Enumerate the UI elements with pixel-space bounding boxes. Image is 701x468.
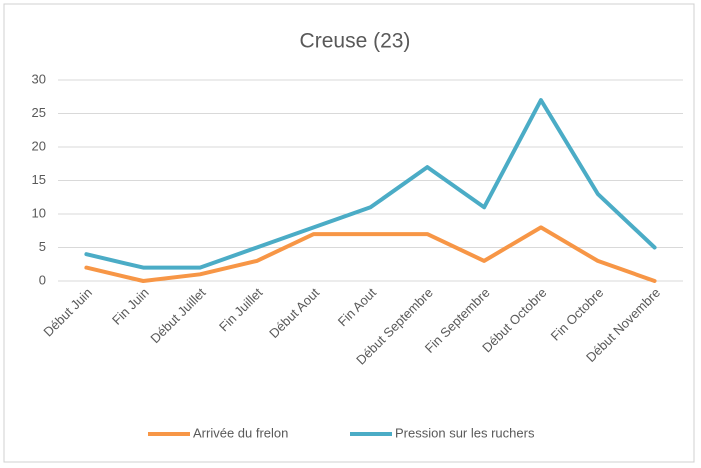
legend-label: Pression sur les ruchers xyxy=(395,425,535,440)
y-tick-label: 10 xyxy=(32,205,46,220)
series-line xyxy=(84,225,657,283)
y-tick-label: 30 xyxy=(32,71,46,86)
series-line xyxy=(84,98,657,270)
y-tick-label: 15 xyxy=(32,172,46,187)
y-tick-label: 20 xyxy=(32,138,46,153)
y-tick-label: 5 xyxy=(39,239,46,254)
chart-title: Creuse (23) xyxy=(300,30,411,53)
legend-label: Arrivée du frelon xyxy=(193,425,288,440)
y-tick-label: 25 xyxy=(32,105,46,120)
y-tick-label: 0 xyxy=(39,272,46,287)
